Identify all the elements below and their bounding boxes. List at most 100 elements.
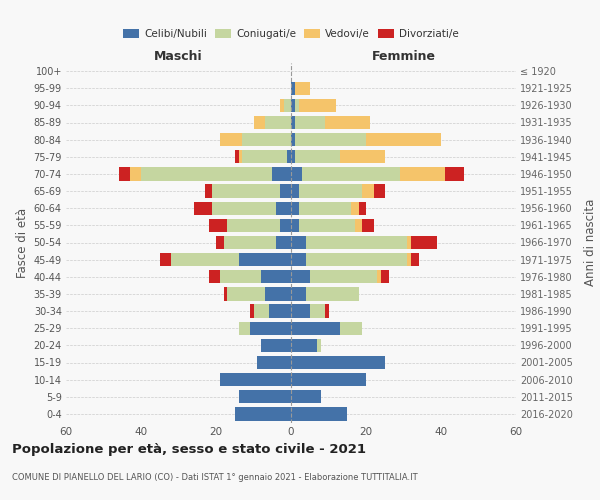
Bar [205, 184, 212, 198]
Bar [235, 407, 291, 420]
Bar [291, 236, 306, 249]
Bar [261, 270, 291, 283]
Bar [381, 270, 389, 283]
Bar [227, 218, 280, 232]
Bar [362, 184, 373, 198]
Bar [362, 218, 373, 232]
Bar [373, 184, 385, 198]
Bar [366, 133, 441, 146]
Bar [295, 116, 325, 129]
Bar [254, 304, 269, 318]
Bar [291, 390, 321, 404]
Bar [400, 167, 445, 180]
Bar [291, 287, 306, 300]
Bar [220, 270, 261, 283]
Bar [306, 253, 407, 266]
Bar [295, 133, 366, 146]
Bar [291, 202, 299, 215]
Bar [276, 236, 291, 249]
Bar [355, 218, 362, 232]
Bar [407, 236, 411, 249]
Bar [310, 270, 377, 283]
Bar [291, 150, 295, 164]
Bar [291, 322, 340, 335]
Bar [261, 338, 291, 352]
Bar [291, 184, 299, 198]
Bar [284, 98, 291, 112]
Bar [291, 116, 295, 129]
Bar [291, 270, 310, 283]
Bar [235, 150, 239, 164]
Bar [223, 236, 276, 249]
Bar [445, 167, 464, 180]
Bar [257, 356, 291, 369]
Bar [250, 322, 291, 335]
Text: Popolazione per età, sesso e stato civile - 2021: Popolazione per età, sesso e stato civil… [12, 442, 366, 456]
Bar [340, 322, 362, 335]
Text: Femmine: Femmine [371, 50, 436, 62]
Bar [272, 167, 291, 180]
Bar [287, 150, 291, 164]
Bar [250, 304, 254, 318]
Bar [160, 253, 171, 266]
Bar [306, 236, 407, 249]
Bar [291, 253, 306, 266]
Bar [212, 202, 276, 215]
Bar [141, 167, 272, 180]
Bar [411, 236, 437, 249]
Bar [265, 116, 291, 129]
Bar [130, 167, 141, 180]
Bar [220, 133, 242, 146]
Bar [119, 167, 130, 180]
Bar [407, 253, 411, 266]
Bar [239, 253, 291, 266]
Bar [212, 184, 280, 198]
Bar [359, 202, 366, 215]
Bar [351, 202, 359, 215]
Bar [291, 133, 295, 146]
Bar [280, 98, 284, 112]
Bar [280, 184, 291, 198]
Bar [276, 202, 291, 215]
Bar [227, 287, 265, 300]
Bar [216, 236, 223, 249]
Bar [239, 322, 250, 335]
Bar [291, 167, 302, 180]
Bar [299, 218, 355, 232]
Bar [239, 390, 291, 404]
Bar [291, 338, 317, 352]
Bar [325, 304, 329, 318]
Bar [242, 150, 287, 164]
Bar [291, 98, 295, 112]
Bar [317, 338, 321, 352]
Bar [299, 98, 336, 112]
Bar [280, 218, 291, 232]
Bar [306, 287, 359, 300]
Bar [291, 82, 295, 95]
Bar [291, 373, 366, 386]
Bar [411, 253, 419, 266]
Text: COMUNE DI PIANELLO DEL LARIO (CO) - Dati ISTAT 1° gennaio 2021 - Elaborazione TU: COMUNE DI PIANELLO DEL LARIO (CO) - Dati… [12, 472, 418, 482]
Bar [239, 150, 242, 164]
Bar [295, 150, 340, 164]
Y-axis label: Fasce di età: Fasce di età [16, 208, 29, 278]
Bar [325, 116, 370, 129]
Bar [171, 253, 239, 266]
Bar [302, 167, 400, 180]
Bar [310, 304, 325, 318]
Bar [291, 407, 347, 420]
Bar [295, 82, 310, 95]
Bar [299, 184, 362, 198]
Bar [295, 98, 299, 112]
Bar [209, 270, 220, 283]
Legend: Celibi/Nubili, Coniugati/e, Vedovi/e, Divorziati/e: Celibi/Nubili, Coniugati/e, Vedovi/e, Di… [119, 24, 463, 43]
Bar [220, 373, 291, 386]
Bar [193, 202, 212, 215]
Bar [242, 133, 291, 146]
Bar [254, 116, 265, 129]
Bar [265, 287, 291, 300]
Bar [291, 356, 385, 369]
Bar [291, 218, 299, 232]
Bar [340, 150, 385, 164]
Bar [209, 218, 227, 232]
